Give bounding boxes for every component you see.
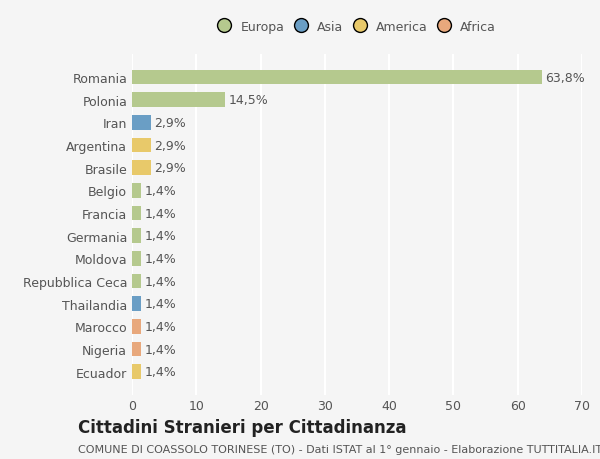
Bar: [132, 116, 151, 130]
Text: 14,5%: 14,5%: [229, 94, 268, 107]
Text: 1,4%: 1,4%: [144, 230, 176, 243]
Text: 1,4%: 1,4%: [144, 365, 176, 378]
Legend: Europa, Asia, America, Africa: Europa, Asia, America, Africa: [214, 17, 500, 38]
Text: Cittadini Stranieri per Cittadinanza: Cittadini Stranieri per Cittadinanza: [78, 418, 407, 436]
Text: 1,4%: 1,4%: [144, 252, 176, 265]
Bar: [132, 364, 141, 379]
Text: COMUNE DI COASSOLO TORINESE (TO) - Dati ISTAT al 1° gennaio - Elaborazione TUTTI: COMUNE DI COASSOLO TORINESE (TO) - Dati …: [78, 444, 600, 454]
Bar: [132, 229, 141, 244]
Text: 1,4%: 1,4%: [144, 185, 176, 197]
Text: 2,9%: 2,9%: [154, 162, 185, 175]
Text: 2,9%: 2,9%: [154, 117, 185, 129]
Bar: [132, 161, 151, 176]
Text: 1,4%: 1,4%: [144, 320, 176, 333]
Bar: [132, 252, 141, 266]
Text: 1,4%: 1,4%: [144, 297, 176, 311]
Bar: [132, 206, 141, 221]
Bar: [132, 138, 151, 153]
Bar: [132, 184, 141, 198]
Bar: [132, 319, 141, 334]
Text: 1,4%: 1,4%: [144, 343, 176, 356]
Bar: [132, 93, 225, 108]
Text: 2,9%: 2,9%: [154, 139, 185, 152]
Text: 1,4%: 1,4%: [144, 207, 176, 220]
Bar: [132, 297, 141, 312]
Bar: [132, 71, 542, 85]
Bar: [132, 342, 141, 357]
Text: 63,8%: 63,8%: [545, 72, 585, 84]
Bar: [132, 274, 141, 289]
Text: 1,4%: 1,4%: [144, 275, 176, 288]
